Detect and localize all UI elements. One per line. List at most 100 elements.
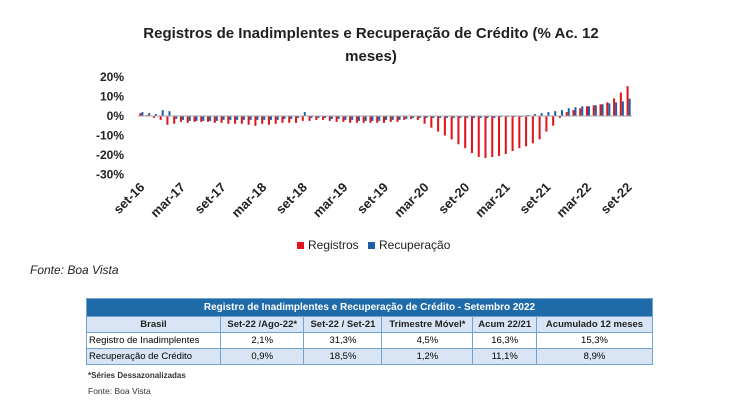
table-cell: 31,3% <box>303 332 383 349</box>
bar-registros <box>552 116 555 126</box>
bar-registros <box>565 112 568 116</box>
bar-recuperacao <box>283 116 286 119</box>
bar-registros <box>349 116 352 123</box>
bar-registros <box>200 116 203 122</box>
table-cell: 11,1% <box>472 348 537 365</box>
bar-recuperacao <box>493 116 496 118</box>
table-header-row: Brasil Set-22 /Ago-22* Set-22 / Set-21 T… <box>86 316 653 333</box>
bar-recuperacao <box>547 112 550 116</box>
bar-registros <box>538 116 541 140</box>
table-cell: 15,3% <box>536 332 653 349</box>
bar-registros <box>450 116 453 140</box>
bar-registros <box>484 116 487 158</box>
bar-recuperacao <box>445 116 448 118</box>
bar-recuperacao <box>574 107 577 116</box>
bar-recuperacao <box>405 116 408 119</box>
bar-recuperacao <box>317 116 320 118</box>
bar-recuperacao <box>439 116 442 118</box>
bar-registros <box>207 116 210 122</box>
source-top: Fonte: Boa Vista <box>30 263 119 277</box>
bar-recuperacao <box>249 116 252 120</box>
bar-recuperacao <box>303 112 306 116</box>
bar-registros <box>193 116 196 122</box>
x-tick-label: mar-17 <box>147 180 188 221</box>
bar-recuperacao <box>621 101 624 117</box>
bar-registros <box>295 116 298 123</box>
bar-registros <box>369 116 372 123</box>
y-axis: 20% 10% 0% -10% -20% -30% <box>96 70 124 182</box>
bar-registros <box>328 116 331 121</box>
bars-group <box>139 86 631 158</box>
bar-recuperacao <box>588 106 591 116</box>
bar-recuperacao <box>615 102 618 116</box>
bar-recuperacao <box>154 114 157 116</box>
bar-recuperacao <box>371 116 374 121</box>
bar-registros <box>288 116 291 123</box>
bar-registros <box>254 116 257 126</box>
x-tick-label: mar-18 <box>229 180 270 221</box>
bar-recuperacao <box>181 116 185 120</box>
x-tick-label: set-20 <box>435 180 472 217</box>
x-tick-label: set-19 <box>354 180 391 217</box>
bar-recuperacao <box>209 116 212 121</box>
bar-registros <box>247 116 250 125</box>
table-header: Brasil <box>86 316 221 333</box>
bar-registros <box>166 116 169 125</box>
bar-registros <box>362 116 365 123</box>
bar-recuperacao <box>601 104 604 116</box>
bar-registros <box>430 116 433 128</box>
x-tick-label: mar-20 <box>391 180 432 221</box>
bar-registros <box>457 116 460 145</box>
bar-recuperacao <box>168 111 171 117</box>
bar-recuperacao <box>378 116 381 121</box>
bar-registros <box>355 116 358 123</box>
bar-registros <box>626 86 629 116</box>
bar-recuperacao <box>459 116 462 118</box>
bar-recuperacao <box>236 116 239 120</box>
bar-registros <box>470 116 473 154</box>
legend-label-recuperacao: Recuperação <box>379 238 451 252</box>
chart-title-line-1: Registros de Inadimplentes e Recuperação… <box>143 25 598 42</box>
table-cell: Registro de Inadimplentes <box>86 332 221 349</box>
bar-registros <box>234 116 237 124</box>
bar-registros <box>281 116 284 123</box>
bar-registros <box>511 116 514 152</box>
bar-registros <box>545 116 548 132</box>
bar-registros <box>572 110 575 116</box>
bar-registros <box>159 116 162 120</box>
table-cell: Recuperação de Crédito <box>86 348 221 365</box>
bar-registros <box>619 92 622 116</box>
bar-recuperacao <box>581 106 584 116</box>
bar-registros <box>498 116 501 156</box>
chart-title-line-2: meses) <box>345 48 397 65</box>
bar-recuperacao <box>242 116 245 120</box>
bar-recuperacao <box>554 111 557 117</box>
y-tick-label: -20% <box>96 148 124 162</box>
bar-recuperacao <box>141 112 144 116</box>
bar-recuperacao <box>195 116 198 121</box>
bar-registros <box>267 116 270 125</box>
table-cell: 2,1% <box>219 332 305 349</box>
bar-registros <box>308 116 311 121</box>
bar-recuperacao <box>351 116 354 120</box>
bar-recuperacao <box>398 116 401 120</box>
x-tick-label: set-21 <box>516 180 553 217</box>
bar-registros <box>437 116 440 132</box>
bar-registros <box>531 116 534 144</box>
table-header: Trimestre Móvel* <box>381 316 474 333</box>
bar-recuperacao <box>229 116 232 120</box>
bar-recuperacao <box>560 110 563 116</box>
x-tick-label: set-22 <box>598 180 635 217</box>
bar-registros <box>213 116 216 123</box>
bar-registros <box>274 116 277 124</box>
bar-recuperacao <box>215 116 218 121</box>
bar-registros <box>464 116 467 149</box>
table-cell: 4,5% <box>381 332 474 349</box>
bar-recuperacao <box>324 116 327 118</box>
bar-registros <box>410 116 413 119</box>
bar-recuperacao <box>297 116 300 118</box>
bar-recuperacao <box>479 116 482 118</box>
bar-registros <box>335 116 338 122</box>
bar-registros <box>342 116 345 122</box>
bar-registros <box>322 116 325 120</box>
